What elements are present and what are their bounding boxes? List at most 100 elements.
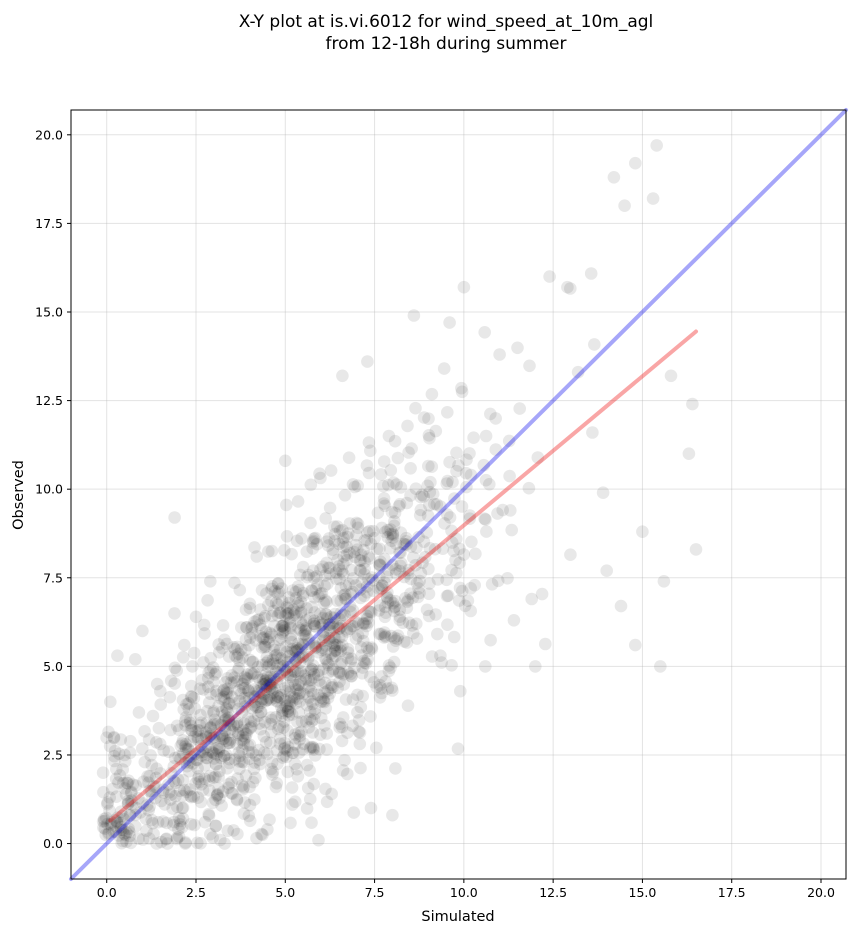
scatter-point xyxy=(176,734,190,747)
scatter-point xyxy=(347,545,361,559)
scatter-point xyxy=(237,756,251,769)
scatter-point xyxy=(286,645,299,658)
scatter-point xyxy=(204,664,217,677)
scatter-point xyxy=(292,650,306,664)
scatter-point xyxy=(152,721,166,735)
scatter-point xyxy=(167,818,180,832)
scatter-point xyxy=(390,478,403,491)
scatter-point xyxy=(271,757,284,771)
y-tick-label: 0.0 xyxy=(43,836,63,851)
scatter-point xyxy=(319,652,332,665)
scatter-point xyxy=(250,550,263,563)
scatter-point xyxy=(349,632,363,645)
scatter-point xyxy=(313,616,327,629)
scatter-point xyxy=(280,645,294,659)
scatter-point xyxy=(278,663,292,677)
scatter-point xyxy=(407,551,420,564)
scatter-point xyxy=(453,542,466,556)
scatter-point xyxy=(331,681,345,695)
scatter-point xyxy=(434,500,447,513)
scatter-point xyxy=(208,717,221,731)
scatter-point xyxy=(239,695,252,708)
scatter-point xyxy=(185,790,198,804)
scatter-point xyxy=(273,643,287,656)
scatter-point xyxy=(389,563,403,576)
scatter-point xyxy=(263,678,277,692)
scatter-point xyxy=(267,686,280,699)
scatter-point xyxy=(149,771,163,785)
scatter-point xyxy=(319,639,332,652)
scatter-point xyxy=(429,424,443,438)
scatter-point xyxy=(361,526,374,539)
scatter-point xyxy=(266,580,279,593)
x-tick-label: 5.0 xyxy=(275,885,295,900)
scatter-point xyxy=(428,542,442,556)
scatter-point xyxy=(334,666,348,680)
scatter-point xyxy=(232,662,246,675)
scatter-point xyxy=(202,696,216,709)
scatter-point xyxy=(111,649,124,662)
scatter-point xyxy=(300,649,313,662)
scatter-point xyxy=(258,678,271,691)
scatter-point xyxy=(136,797,150,810)
scatter-point xyxy=(323,632,336,645)
chart-subtitle: from 12-18h during summer xyxy=(326,34,567,54)
scatter-point xyxy=(448,492,461,505)
scatter-point xyxy=(291,692,304,705)
scatter-point xyxy=(373,627,386,641)
scatter-point xyxy=(296,618,310,632)
scatter-point xyxy=(345,670,358,683)
scatter-point xyxy=(168,751,182,765)
scatter-point xyxy=(284,632,298,645)
scatter-point xyxy=(348,480,362,494)
scatter-point xyxy=(262,545,275,558)
scatter-point xyxy=(358,562,371,576)
scatter-point xyxy=(223,752,236,766)
scatter-point xyxy=(315,641,329,655)
scatter-point xyxy=(162,778,175,791)
scatter-point xyxy=(479,429,493,443)
scatter-point xyxy=(216,785,230,798)
scatter-point xyxy=(150,736,163,749)
scatter-point xyxy=(292,621,305,635)
scatter-point xyxy=(353,737,367,751)
scatter-point xyxy=(194,708,207,722)
scatter-point xyxy=(329,644,342,657)
scatter-point xyxy=(258,638,272,652)
scatter-point xyxy=(232,720,245,733)
scatter-point xyxy=(149,780,163,793)
scatter-point xyxy=(145,788,159,801)
scatter-point xyxy=(199,730,213,744)
scatter-point xyxy=(244,666,258,680)
scatter-point xyxy=(249,634,263,647)
scatter-point xyxy=(387,655,401,669)
scatter-point xyxy=(422,609,436,623)
scatter-point xyxy=(119,788,133,801)
scatter-point xyxy=(231,664,245,678)
scatter-point xyxy=(265,594,278,608)
scatter-point xyxy=(336,536,350,549)
scatter-point xyxy=(332,622,346,635)
scatter-point xyxy=(315,711,328,725)
scatter-point xyxy=(290,762,304,776)
scatter-point xyxy=(293,733,306,746)
scatter-point xyxy=(338,489,352,502)
scatter-point xyxy=(618,199,631,212)
scatter-point xyxy=(317,596,331,610)
scatter-point xyxy=(397,537,410,551)
scatter-point xyxy=(138,755,152,769)
scatter-point xyxy=(123,825,136,839)
scatter-point xyxy=(168,677,181,690)
scatter-point xyxy=(235,621,248,634)
scatter-point xyxy=(182,753,196,766)
scatter-point xyxy=(250,701,264,714)
scatter-point xyxy=(118,748,131,762)
scatter-point xyxy=(256,632,270,645)
scatter-point xyxy=(103,739,117,753)
scatter-point xyxy=(182,743,195,757)
scatter-point xyxy=(125,798,138,811)
scatter-point xyxy=(386,640,400,653)
scatter-point xyxy=(366,574,380,587)
scatter-point xyxy=(230,793,244,806)
scatter-point xyxy=(422,587,436,601)
